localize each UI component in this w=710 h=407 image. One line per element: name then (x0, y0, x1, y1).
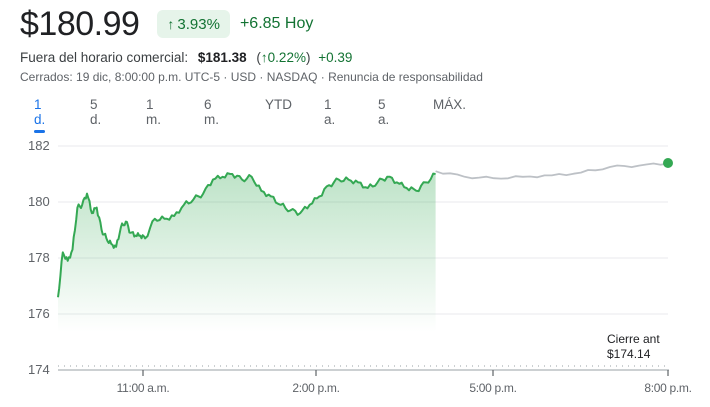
change-absolute: +6.85 Hoy (239, 15, 314, 32)
regular-session-line (57, 172, 436, 298)
market-status-line: Cerrados: 19 dic, 8:00:00 p.m. UTC-5 · U… (20, 70, 483, 84)
after-hours-percent: 0.22% (267, 50, 306, 65)
after-hours-line (435, 162, 669, 180)
tab-1-m[interactable]: 1 m. (146, 97, 161, 127)
tab-ytd[interactable]: YTD (265, 97, 292, 112)
regular-session-area (58, 173, 436, 332)
previous-close-label: Cierre ant (607, 332, 660, 346)
price-chart[interactable] (0, 130, 710, 407)
arrow-up-icon: ↑ (167, 16, 175, 32)
y-tick-label: 182 (28, 138, 50, 153)
after-hours-row: Fuera del horario comercial: $181.38 (↑0… (20, 50, 352, 65)
y-tick-label: 174 (28, 362, 50, 377)
current-price: $180.99 (20, 5, 140, 43)
previous-close-value: $174.14 (607, 347, 651, 361)
y-tick-label: 180 (28, 194, 50, 209)
after-hours-label: Fuera del horario comercial: (20, 50, 189, 65)
tab-6-m[interactable]: 6 m. (204, 97, 219, 127)
y-tick-label: 176 (28, 306, 50, 321)
current-price-dot (663, 158, 673, 168)
tab-1-a[interactable]: 1 a. (324, 97, 336, 127)
x-tick-label: 5:00 p.m. (469, 381, 517, 395)
paren-close: ) (305, 50, 311, 65)
x-tick-label: 8:00 p.m. (644, 381, 692, 395)
price-row: $180.99 ↑ 3.93% +6.85 Hoy (20, 4, 313, 44)
x-axis (58, 369, 669, 376)
after-hours-delta: +0.39 (318, 50, 353, 65)
change-percent-badge: ↑ 3.93% (157, 10, 230, 38)
tab-1-d[interactable]: 1 d. (34, 97, 46, 133)
previous-close-annotation: Cierre ant $174.14 (607, 332, 660, 362)
x-tick-label: 11:00 a.m. (116, 381, 170, 395)
tab-máx[interactable]: MÁX. (433, 97, 467, 112)
tab-5-d[interactable]: 5 d. (90, 97, 102, 127)
after-hours-price: $181.38 (197, 50, 247, 65)
y-tick-label: 178 (28, 250, 50, 265)
chart-series (57, 158, 673, 332)
arrow-up-icon: ↑ (260, 50, 268, 65)
change-percent: 3.93% (177, 15, 220, 33)
x-tick-label: 2:00 p.m. (292, 381, 340, 395)
paren-open: ( (256, 50, 261, 65)
tab-5-a[interactable]: 5 a. (378, 97, 390, 127)
